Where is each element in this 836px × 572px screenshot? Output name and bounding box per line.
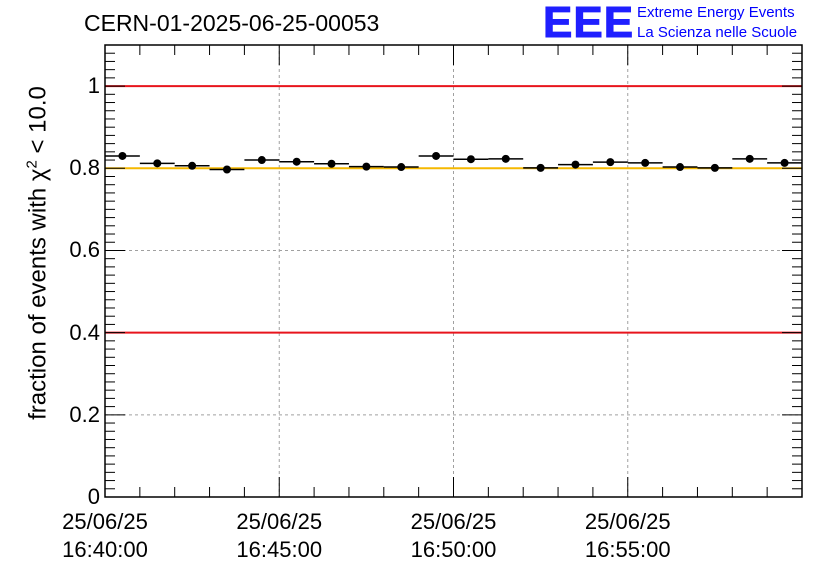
data-point [257,156,266,165]
axis-ticks [104,44,803,498]
y-tick-label: 0.2 [69,401,100,427]
data-point [571,160,580,169]
logo-caption-line2: La Scienza nelle Scuole [637,24,798,41]
x-tick-date: 25/06/25 [236,509,323,534]
logo-caption-line1: Extreme Energy Events [637,4,795,21]
data-point [292,157,301,166]
x-tick-date: 25/06/25 [584,509,671,534]
grid-lines [105,45,802,497]
y-tick-label: 0 [87,484,100,509]
y-tick-label: 0.6 [69,237,100,263]
data-point [780,158,789,167]
x-tick-label: 25/06/25 16:45:00 [209,508,349,564]
eee-logo-mark: EEE [542,0,635,47]
x-tick-date: 25/06/25 [62,509,148,534]
x-tick-time: 16:50:00 [410,537,497,562]
x-tick-label: 25/06/25 16:40:00 [35,508,175,564]
x-tick-time: 16:55:00 [584,537,671,562]
data-point [188,161,197,170]
data-point [327,159,336,168]
data-point [118,151,127,160]
data-point [745,154,754,163]
reference-lines [105,85,802,334]
data-point [676,163,685,172]
x-tick-label: 25/06/25 16:50:00 [384,508,524,564]
x-tick-time: 16:40:00 [62,537,148,562]
y-tick-label: 0.8 [69,155,100,181]
data-point [432,151,441,160]
data-point [536,163,545,172]
plot-frame [104,44,803,498]
x-tick-date: 25/06/25 [410,509,497,534]
chart-title: CERN-01-2025-06-25-00053 [84,10,380,36]
data-point [153,159,162,168]
x-tick-label: 25/06/25 16:55:00 [558,508,698,564]
data-point [710,163,719,172]
y-tick-label: 0.4 [69,319,100,345]
data-point [397,163,406,172]
data-point [606,158,615,167]
x-tick-time: 16:45:00 [236,537,323,562]
data-point [222,165,231,174]
data-point [466,155,475,164]
y-tick-label: 1 [87,73,100,99]
data-point [362,162,371,171]
data-points [105,151,802,174]
data-point [501,154,510,163]
data-point [641,158,650,167]
